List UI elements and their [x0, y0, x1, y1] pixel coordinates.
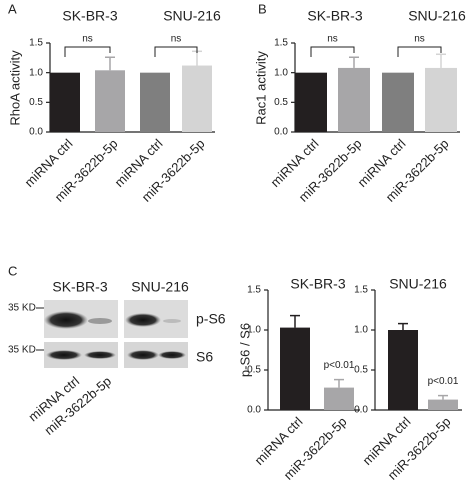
- bar: [280, 327, 310, 410]
- panel-label: A: [8, 1, 17, 16]
- significance-bracket: [64, 46, 111, 57]
- group-label: SK-BR-3: [307, 8, 362, 24]
- marker-label: 35 KD: [8, 303, 36, 314]
- blot-image: [44, 300, 188, 368]
- protein-label: S6: [196, 349, 213, 365]
- bar: [182, 65, 212, 132]
- y-tick-label: 0.5: [274, 97, 288, 108]
- y-tick-label: 1.5: [29, 38, 43, 49]
- y-tick-label: 0.0: [354, 405, 368, 416]
- bar: [50, 72, 80, 132]
- panel-label: B: [258, 1, 267, 16]
- panel-label: C: [8, 263, 17, 278]
- cell-line: SK-BR-3: [52, 279, 107, 295]
- y-tick-label: 0.0: [247, 405, 261, 416]
- y-tick-label: 1.0: [274, 67, 288, 78]
- y-tick-label: 1.5: [354, 285, 368, 296]
- bar: [388, 330, 418, 410]
- y-tick-label: 0.0: [274, 127, 288, 138]
- y-tick-label: 0.5: [29, 97, 43, 108]
- y-tick-label: 0.5: [354, 365, 368, 376]
- y-tick-label: 1.5: [274, 38, 288, 49]
- y-axis-label: p-S6 / S6: [237, 323, 252, 377]
- annotation: ns: [414, 34, 425, 45]
- annotation: p<0.01: [324, 360, 355, 371]
- bar: [324, 387, 354, 410]
- group-label: SK-BR-3: [62, 8, 117, 24]
- bar: [295, 72, 327, 132]
- y-tick-label: 1.5: [247, 285, 261, 296]
- y-tick-label: 0.5: [247, 365, 261, 376]
- significance-bracket: [310, 46, 355, 57]
- significance-bracket: [154, 46, 198, 57]
- bar: [95, 70, 125, 132]
- y-tick-label: 1.0: [247, 325, 261, 336]
- marker-label: 35 KD: [8, 345, 36, 356]
- chart-title: SNU-216: [389, 276, 447, 292]
- annotation: ns: [82, 34, 93, 45]
- chart-title: SK-BR-3: [290, 276, 345, 292]
- bar: [140, 72, 170, 132]
- y-tick-label: 1.0: [29, 67, 43, 78]
- annotation: ns: [171, 34, 182, 45]
- group-label: SNU-216: [163, 8, 221, 24]
- bar: [425, 67, 457, 132]
- bar: [382, 72, 414, 132]
- group-label: SNU-216: [408, 8, 466, 24]
- y-tick-label: 0.0: [29, 127, 43, 138]
- y-axis-label: RhoA activity: [7, 50, 22, 126]
- y-tick-label: 1.0: [354, 325, 368, 336]
- bar: [428, 399, 458, 410]
- annotation: p<0.01: [428, 376, 459, 387]
- bar: [338, 67, 370, 132]
- significance-bracket: [397, 46, 442, 57]
- cell-line: SNU-216: [131, 279, 189, 295]
- y-axis-label: Rac1 activity: [253, 51, 268, 125]
- annotation: ns: [327, 34, 338, 45]
- protein-label: p-S6: [196, 311, 226, 327]
